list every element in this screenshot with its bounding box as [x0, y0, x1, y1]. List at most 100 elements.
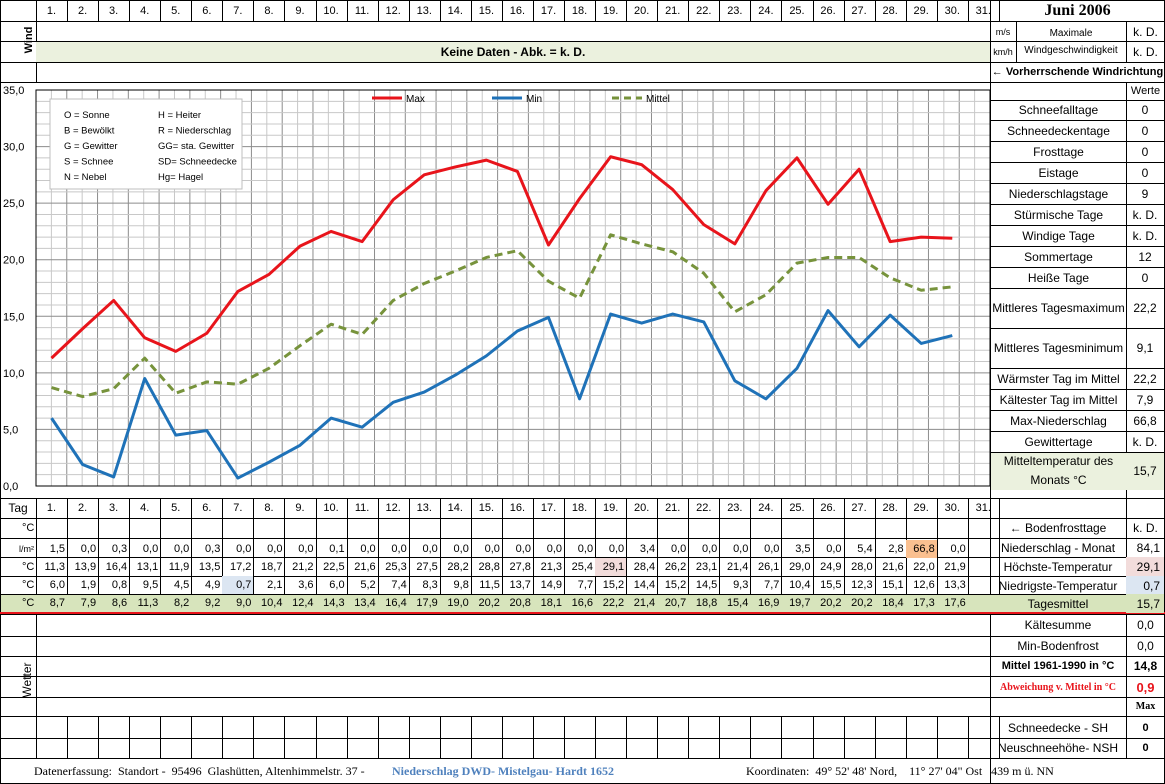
grid-line — [470, 0, 472, 21]
wetter-label: Wetter — [20, 662, 34, 698]
day-header: 9. — [295, 5, 305, 17]
day-header: 25. — [789, 5, 805, 17]
max-cell: 26,1 — [758, 561, 780, 573]
footer-right: Koordinaten: 49° 52' 48' Nord, 11° 27' 0… — [746, 764, 1054, 778]
grid-line — [160, 498, 162, 614]
stat-label: Schneedeckentage — [1007, 123, 1110, 138]
footer-link[interactable]: Niederschlag DWD- Mistelgau- Hardt 1652 — [392, 764, 614, 778]
grid-line — [564, 0, 566, 21]
grid-line — [408, 716, 410, 758]
stat-value: 22,2 — [1133, 371, 1157, 386]
max-cell: 13,1 — [136, 561, 159, 573]
day-header: 11. — [354, 5, 370, 17]
precip-cell: 0,0 — [236, 543, 252, 555]
max-cell: 25,3 — [385, 561, 407, 573]
grid-line — [0, 0, 1, 784]
day-header: 24. — [758, 502, 774, 514]
max-cell: 29,1 — [595, 558, 627, 576]
grid-line — [0, 538, 1165, 539]
min-cell: 1,9 — [80, 579, 97, 591]
grid-line — [595, 0, 597, 21]
grid-line — [1126, 82, 1127, 758]
symbol-legend-item: B = Bewölkt — [64, 126, 115, 137]
kaeltesumme-label: Kältesumme — [1024, 618, 1092, 632]
grid-line — [0, 576, 1165, 577]
precip-cell: 0,0 — [826, 543, 842, 555]
grid-line — [657, 716, 659, 758]
min-cell: 9,3 — [733, 579, 749, 591]
day-header: 23. — [727, 5, 743, 17]
grid-line — [191, 498, 193, 614]
abweichung-label: Abweichung v. Mittel in °C — [1000, 681, 1116, 693]
mean-cell: 10,4 — [261, 597, 283, 609]
max-cell: 21,3 — [540, 561, 562, 573]
stat-divider — [990, 267, 1165, 268]
max-cell: 27,5 — [416, 561, 438, 573]
grid-line — [0, 557, 1165, 558]
mean-cell: 22,2 — [602, 597, 625, 609]
grid-line — [501, 498, 503, 614]
grid-line — [98, 498, 100, 614]
unit-precip: l/m² — [19, 544, 34, 554]
stat-divider — [990, 225, 1165, 226]
grid-line — [0, 697, 1165, 698]
day-header: 4. — [140, 502, 150, 514]
precip-cell: 0,0 — [267, 543, 283, 555]
max-cell: 21,2 — [292, 561, 314, 573]
grid-line — [470, 498, 472, 614]
summary-value: 15,7 — [1126, 594, 1164, 613]
grid-line — [160, 716, 162, 758]
max-cell: 28,8 — [478, 561, 500, 573]
day-header: 8. — [264, 502, 274, 514]
symbol-legend-item: S = Schnee — [64, 157, 113, 168]
day-header: 30. — [944, 502, 960, 514]
grid-line — [1126, 22, 1127, 62]
abweichung-value: 0,9 — [1136, 679, 1155, 695]
min-cell: 7,4 — [391, 579, 407, 591]
mean-cell: 17,3 — [913, 597, 935, 609]
grid-line — [315, 498, 317, 614]
grid-line — [750, 716, 752, 758]
unit-mean: °C — [22, 597, 35, 609]
min-cell: 13,7 — [509, 579, 531, 591]
day-header: 21. — [665, 502, 681, 514]
grid-line — [0, 518, 1165, 519]
stat-divider — [990, 368, 1165, 369]
min-cell: 15,5 — [820, 579, 842, 591]
max-cell: 23,1 — [695, 561, 718, 573]
precip-cell: 0,0 — [577, 543, 594, 555]
min-cell: 4,5 — [173, 579, 190, 591]
day-header: 28. — [882, 5, 898, 17]
day-header: 23. — [727, 502, 743, 514]
mean-cell: 9,0 — [236, 597, 252, 609]
grid-line — [346, 0, 348, 21]
precip-cell: 0,0 — [515, 543, 531, 555]
stat-value: 0 — [1141, 144, 1149, 159]
day-header: 31. — [975, 502, 991, 514]
grid-line — [439, 498, 441, 614]
day-header: 26. — [820, 502, 836, 514]
grid-line — [874, 0, 876, 21]
grid-line — [501, 716, 503, 758]
max-cell: 26,2 — [664, 561, 687, 573]
summary-label: Tagesmittel — [1027, 596, 1089, 611]
grid-line — [781, 498, 783, 614]
max-cell: 16,4 — [105, 561, 128, 573]
mean-cell: 14,3 — [323, 597, 345, 609]
min-cell: 15,2 — [602, 579, 625, 591]
grid-line — [564, 716, 566, 758]
stat-divider — [990, 328, 1165, 329]
footer: Datenerfassung: Standort - 95496 Glashüt… — [0, 760, 1165, 784]
grid-line — [0, 738, 1165, 739]
precip-cell: 0,3 — [111, 543, 128, 555]
max-cell: 24,9 — [820, 561, 842, 573]
max-cell: 13,5 — [198, 561, 221, 573]
grid-line — [998, 716, 1000, 758]
min-cell: 14,4 — [633, 579, 656, 591]
day-header: 11. — [354, 502, 370, 514]
footer-left: Datenerfassung: Standort - 95496 Glashüt… — [34, 764, 368, 778]
grid-line — [657, 0, 659, 21]
grid-line — [284, 716, 286, 758]
stat-label: Stürmische Tage — [1013, 207, 1104, 222]
summary-value: 0,7 — [1126, 576, 1164, 595]
